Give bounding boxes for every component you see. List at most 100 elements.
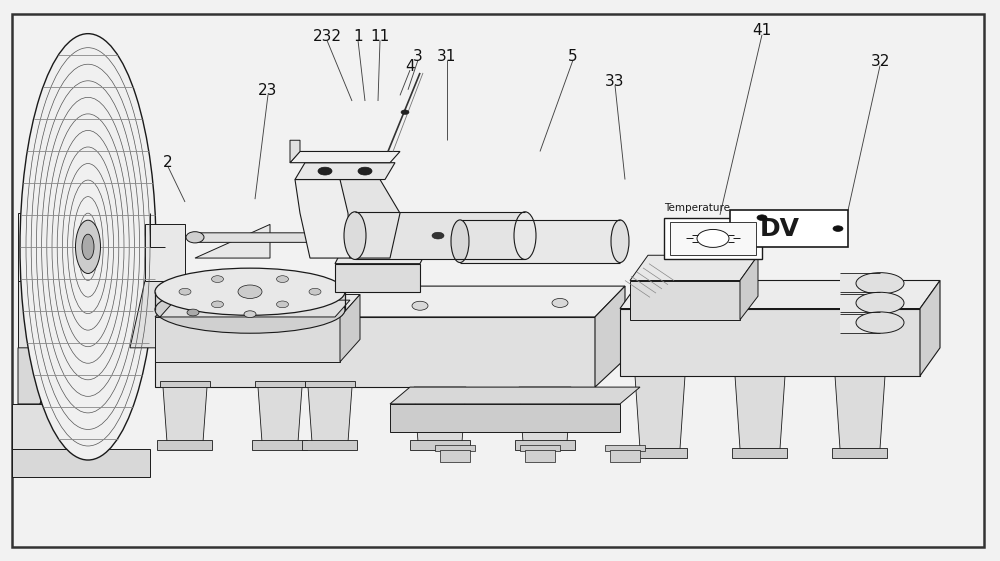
Polygon shape [155,295,360,317]
Text: 1: 1 [353,29,363,44]
Polygon shape [130,280,190,348]
Bar [305,381,355,387]
Polygon shape [740,255,758,320]
Circle shape [412,301,428,310]
Circle shape [757,215,767,220]
Ellipse shape [186,232,204,243]
Ellipse shape [155,286,345,333]
Circle shape [211,301,224,308]
Polygon shape [258,387,302,442]
Text: DV: DV [760,217,800,241]
Bar [525,450,555,462]
Bar [160,381,210,387]
Bar [520,445,560,451]
Polygon shape [595,286,625,387]
Polygon shape [18,348,60,404]
Ellipse shape [344,212,366,259]
Ellipse shape [856,312,904,333]
Bar [730,210,848,247]
Circle shape [179,288,191,295]
Polygon shape [160,300,350,317]
Bar [632,448,687,458]
Polygon shape [460,220,620,263]
Circle shape [318,167,332,175]
Circle shape [238,285,262,298]
Polygon shape [340,180,400,258]
Polygon shape [145,224,185,280]
Polygon shape [155,317,340,362]
Polygon shape [40,348,60,404]
Polygon shape [840,273,880,294]
Ellipse shape [856,292,904,314]
Bar [302,440,357,450]
Ellipse shape [20,34,156,460]
Circle shape [244,311,256,318]
Ellipse shape [155,268,345,315]
Circle shape [833,226,843,231]
Bar [515,440,575,450]
Bar [440,450,470,462]
Polygon shape [735,376,785,449]
Polygon shape [60,280,140,303]
Circle shape [272,304,288,313]
Polygon shape [835,376,885,449]
Bar [732,448,787,458]
Circle shape [277,301,289,308]
Bar [157,440,212,450]
Polygon shape [414,387,466,442]
Polygon shape [60,303,120,320]
Polygon shape [195,233,385,242]
Polygon shape [340,295,360,362]
Text: 31: 31 [437,49,457,63]
Polygon shape [635,376,685,449]
Text: 4: 4 [405,59,415,73]
Polygon shape [308,387,352,442]
Circle shape [552,298,568,307]
Ellipse shape [856,273,904,294]
Polygon shape [519,387,571,442]
Bar [252,440,307,450]
Bar [410,440,470,450]
Polygon shape [12,404,90,449]
Polygon shape [620,280,940,309]
Text: Temperature: Temperature [664,203,730,213]
Polygon shape [155,292,345,310]
Text: 11: 11 [370,29,390,44]
Ellipse shape [451,220,469,263]
Bar [664,218,762,259]
Polygon shape [390,404,620,432]
Text: 32: 32 [870,54,890,69]
Polygon shape [840,292,880,314]
Ellipse shape [76,220,100,273]
Text: 23: 23 [258,84,278,98]
Circle shape [277,275,289,282]
Polygon shape [18,280,60,348]
Polygon shape [630,280,740,320]
Text: 5: 5 [568,49,578,63]
Circle shape [697,229,729,247]
Circle shape [401,110,409,114]
Polygon shape [295,180,365,258]
Circle shape [432,232,444,239]
Polygon shape [295,163,395,180]
Polygon shape [290,151,400,163]
Polygon shape [355,212,525,259]
Text: 3: 3 [413,49,423,63]
Bar [610,450,640,462]
Polygon shape [840,312,880,333]
Polygon shape [155,317,595,387]
Bar [670,222,756,255]
Circle shape [358,167,372,175]
Text: 41: 41 [752,24,772,38]
Text: 2: 2 [163,155,173,170]
Bar [605,445,645,451]
Polygon shape [290,140,300,163]
Polygon shape [12,449,150,477]
Polygon shape [630,255,758,280]
Polygon shape [920,280,940,376]
Polygon shape [335,224,440,264]
Text: 232: 232 [312,29,342,44]
Circle shape [309,288,321,295]
Ellipse shape [611,220,629,263]
Polygon shape [620,309,920,376]
